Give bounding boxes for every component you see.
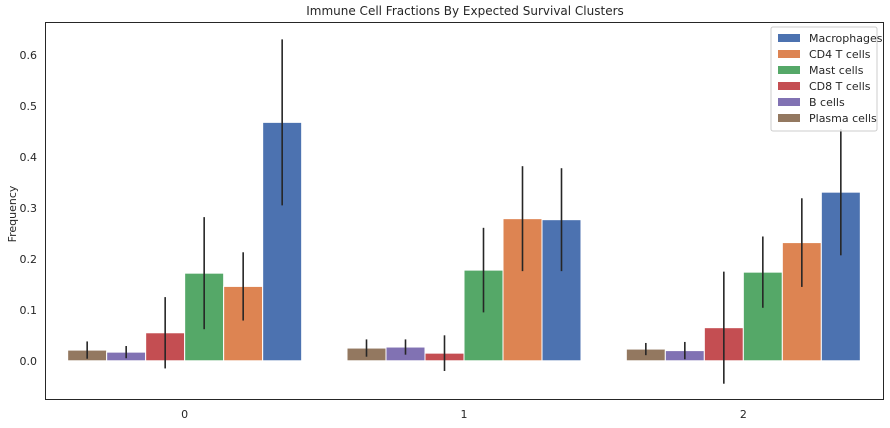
legend-swatch-mast-cells bbox=[778, 66, 800, 74]
plot-frame bbox=[45, 22, 884, 400]
y-tick-label: 0.0 bbox=[20, 355, 38, 368]
legend-swatch-cd4-t-cells bbox=[778, 50, 800, 58]
legend-swatch-b-cells bbox=[778, 98, 800, 106]
y-tick-label: 0.6 bbox=[20, 49, 38, 62]
legend-label-macrophages: Macrophages bbox=[809, 32, 883, 45]
legend-swatch-plasma-cells bbox=[778, 114, 800, 122]
x-tick-label: 1 bbox=[461, 408, 468, 421]
legend: Macrophages CD4 T cells Mast cells CD8 T ce… bbox=[770, 26, 883, 132]
y-tick-label: 0.4 bbox=[20, 151, 38, 164]
legend-label-b-cells: B cells bbox=[809, 96, 845, 109]
legend-label-mast-cells: Mast cells bbox=[809, 64, 864, 77]
x-tick-label: 2 bbox=[740, 408, 747, 421]
y-axis-label: Frequency bbox=[6, 185, 19, 242]
chart-title: Immune Cell Fractions By Expected Surviv… bbox=[306, 4, 624, 18]
x-tick-label: 0 bbox=[181, 408, 188, 421]
error-bars-layer bbox=[86, 39, 842, 384]
x-axis-ticks: 0 1 2 bbox=[181, 408, 747, 421]
y-tick-label: 0.3 bbox=[20, 202, 38, 215]
y-axis-ticks: 0.0 0.1 0.2 0.3 0.4 0.5 0.6 bbox=[20, 49, 38, 368]
legend-label-plasma-cells: Plasma cells bbox=[809, 112, 877, 125]
legend-swatch-macrophages bbox=[778, 34, 800, 42]
y-tick-label: 0.5 bbox=[20, 100, 38, 113]
bars-layer bbox=[67, 121, 861, 362]
y-tick-label: 0.2 bbox=[20, 253, 38, 266]
legend-swatch-cd8-t-cells bbox=[778, 82, 800, 90]
legend-label-cd8-t-cells: CD8 T cells bbox=[809, 80, 871, 93]
y-tick-label: 0.1 bbox=[20, 304, 38, 317]
legend-label-cd4-t-cells: CD4 T cells bbox=[809, 48, 871, 61]
